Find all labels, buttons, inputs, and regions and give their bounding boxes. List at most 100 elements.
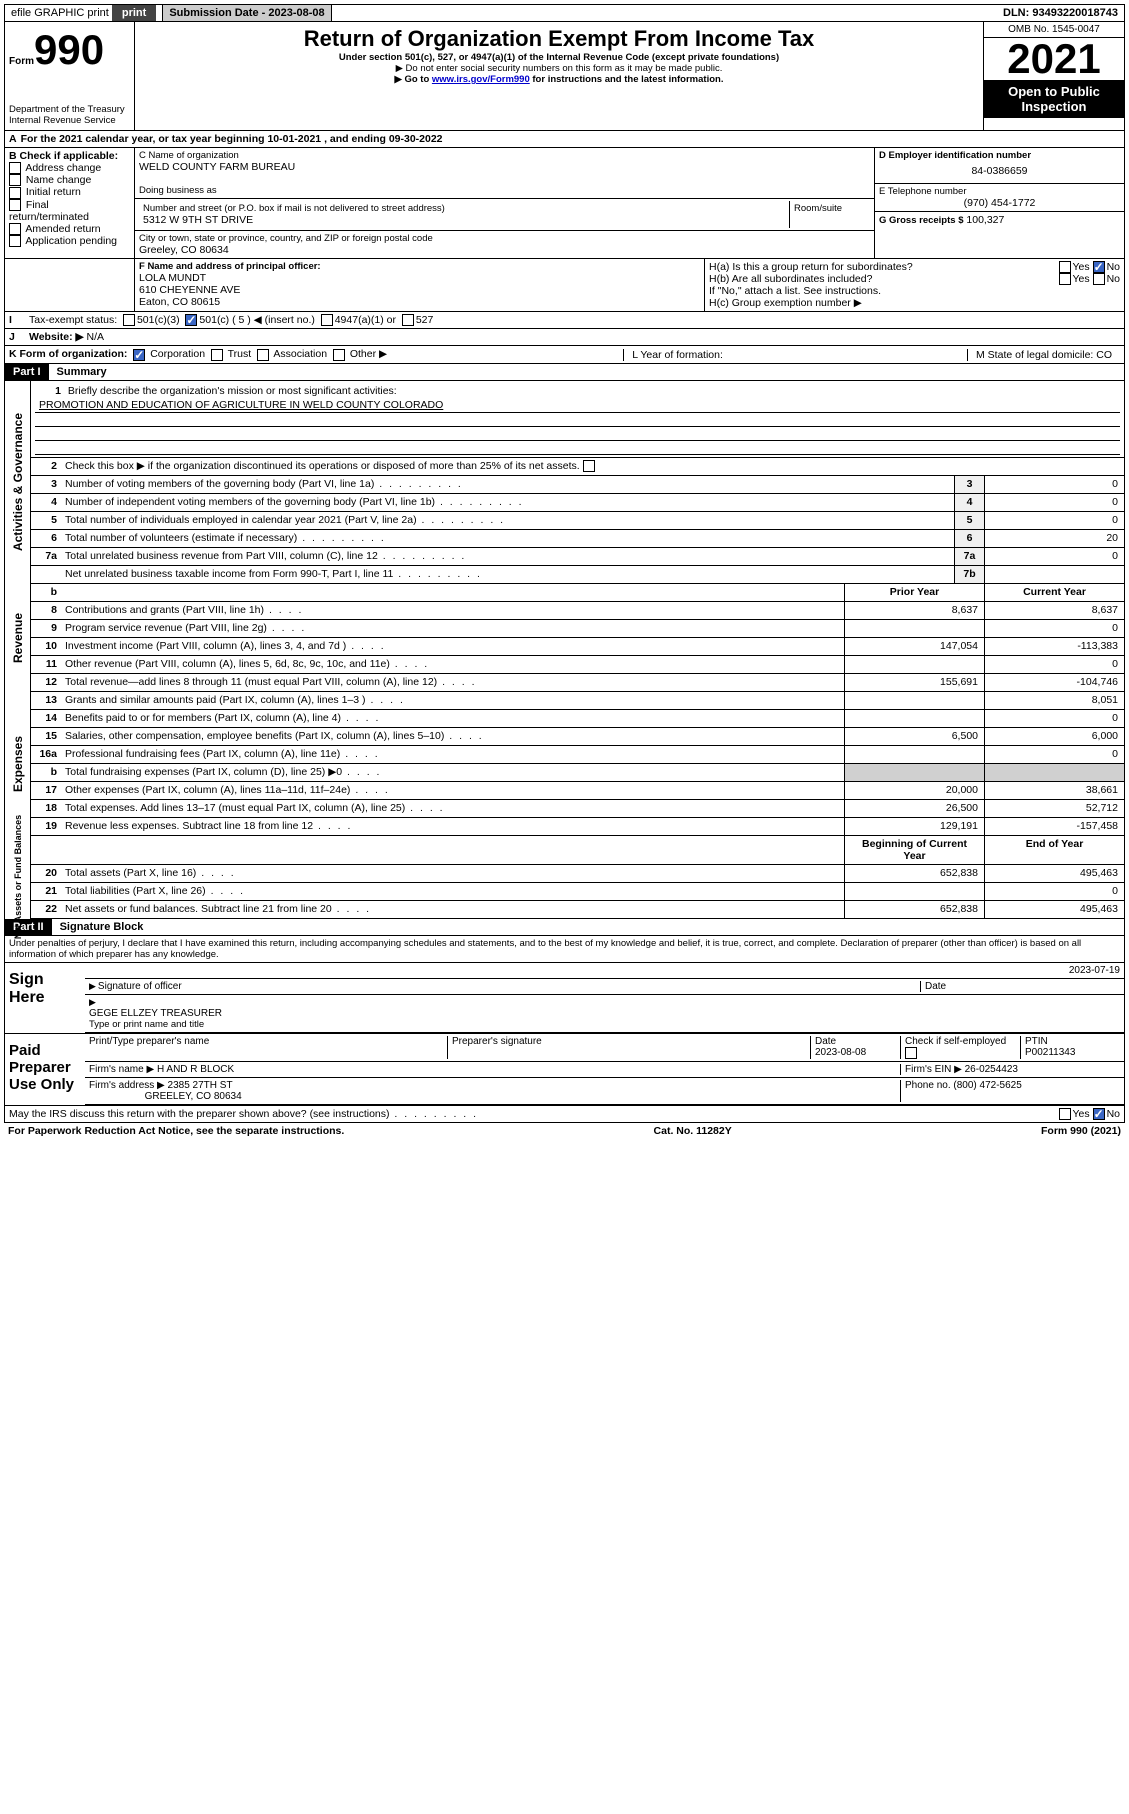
top-bar: efile GRAPHIC print print Submission Dat…	[4, 4, 1125, 22]
ha-answer[interactable]: Yes No	[1059, 261, 1121, 273]
officer-printed-name: GEGE ELLZEY TREASURER	[89, 1008, 1120, 1019]
part1-header: Part I Summary	[4, 364, 1125, 381]
form-number: Form990	[9, 26, 130, 74]
cb-trust[interactable]	[211, 349, 223, 361]
cb-assoc[interactable]	[257, 349, 269, 361]
firm-ein: 26-0254423	[965, 1064, 1018, 1075]
firm-phone: (800) 472-5625	[953, 1080, 1021, 1091]
dln: DLN: 93493220018743	[997, 5, 1124, 21]
box-c: C Name of organization WELD COUNTY FARM …	[135, 148, 874, 258]
officer-group-block: F Name and address of principal officer:…	[4, 259, 1125, 312]
declaration-text: Under penalties of perjury, I declare th…	[4, 936, 1125, 963]
q1-text: Briefly describe the organization's miss…	[68, 385, 397, 397]
ssn-note: ▶ Do not enter social security numbers o…	[141, 63, 977, 74]
prep-date-label: Date	[815, 1036, 836, 1047]
box-b: B Check if applicable: Address change Na…	[5, 148, 135, 258]
org-address: 5312 W 9TH ST DRIVE	[143, 214, 785, 226]
room-label: Room/suite	[790, 201, 870, 228]
cb-4947[interactable]	[321, 314, 333, 326]
section-expenses: Expenses 13Grants and similar amounts pa…	[4, 692, 1125, 836]
cb-527[interactable]	[402, 314, 414, 326]
ptin-value: P00211343	[1025, 1047, 1075, 1058]
may-irs-label: May the IRS discuss this return with the…	[9, 1108, 390, 1120]
website-value: N/A	[86, 331, 104, 343]
preparer-block: Paid Preparer Use Only Print/Type prepar…	[4, 1034, 1125, 1106]
addr-label: Number and street (or P.O. box if mail i…	[143, 203, 785, 214]
box-d-e-g: D Employer identification number 84-0386…	[874, 148, 1124, 258]
table-row: 7aTotal unrelated business revenue from …	[31, 548, 1125, 566]
may-irs-answer[interactable]: Yes No	[1059, 1108, 1121, 1120]
sig-officer-label: Signature of officer	[98, 981, 182, 992]
hc-label: H(c) Group exemption number ▶	[709, 297, 1120, 309]
section-net-assets: Net Assets or Fund Balances Beginning of…	[4, 836, 1125, 919]
print-button[interactable]: print	[112, 5, 156, 21]
prep-self-employed[interactable]: Check if self-employed	[900, 1036, 1020, 1059]
table-row: 10Investment income (Part VIII, column (…	[31, 638, 1125, 656]
prep-name-label: Print/Type preparer's name	[89, 1036, 447, 1059]
officer-name: LOLA MUNDT	[139, 272, 700, 284]
table-row: 9Program service revenue (Part VIII, lin…	[31, 620, 1125, 638]
cb-501c[interactable]	[185, 314, 197, 326]
tax-status-label: Tax-exempt status:	[29, 314, 117, 326]
opt-final-return[interactable]: Final return/terminated	[9, 199, 130, 223]
section-governance: Activities & Governance 1 Briefly descri…	[4, 381, 1125, 584]
form-subtitle: Under section 501(c), 527, or 4947(a)(1)…	[141, 52, 977, 63]
row-j: J Website: ▶ N/A	[4, 329, 1125, 346]
opt-amended[interactable]: Amended return	[9, 223, 130, 235]
table-row: 12Total revenue—add lines 8 through 11 (…	[31, 674, 1125, 692]
table-row: 22Net assets or fund balances. Subtract …	[31, 901, 1125, 919]
date-label: Date	[920, 981, 1120, 992]
form-org-label: K Form of organization:	[9, 348, 127, 360]
page-footer: For Paperwork Reduction Act Notice, see …	[4, 1123, 1125, 1139]
part2-title: Signature Block	[52, 919, 152, 935]
table-row: 21Total liabilities (Part X, line 26)0	[31, 883, 1125, 901]
gross-value: 100,327	[966, 214, 1004, 226]
part1-badge: Part I	[5, 364, 49, 380]
irs-link[interactable]: www.irs.gov/Form990	[432, 74, 530, 85]
table-row: 3Number of voting members of the governi…	[31, 476, 1125, 494]
cb-501c3[interactable]	[123, 314, 135, 326]
box-b-label: B Check if applicable:	[9, 150, 130, 162]
signature-block: Sign Here 2023-07-19 Signature of office…	[4, 963, 1125, 1034]
table-row: 20Total assets (Part X, line 16)652,8384…	[31, 865, 1125, 883]
opt-app-pending[interactable]: Application pending	[9, 235, 130, 247]
state-domicile: M State of legal domicile: CO	[967, 349, 1120, 361]
cb-corp[interactable]	[133, 349, 145, 361]
section-revenue: Revenue b Prior Year Current Year 8Contr…	[4, 584, 1125, 692]
table-row: 6Total number of volunteers (estimate if…	[31, 530, 1125, 548]
opt-address-change[interactable]: Address change	[9, 162, 130, 174]
table-row: 11Other revenue (Part VIII, column (A), …	[31, 656, 1125, 674]
mission-text: PROMOTION AND EDUCATION OF AGRICULTURE I…	[35, 399, 1120, 413]
row-k: K Form of organization: Corporation Trus…	[4, 346, 1125, 363]
ein-label: D Employer identification number	[879, 150, 1120, 161]
ein-value: 84-0386659	[879, 161, 1120, 181]
opt-initial-return[interactable]: Initial return	[9, 186, 130, 198]
side-rev: Revenue	[11, 613, 25, 663]
hdr-end-year: End of Year	[984, 836, 1124, 864]
hdr-prior-year: Prior Year	[844, 584, 984, 601]
form-header: Form990 Department of the Treasury Inter…	[4, 22, 1125, 131]
form-title: Return of Organization Exempt From Incom…	[141, 26, 977, 52]
phone-value: (970) 454-1772	[879, 197, 1120, 209]
table-row: bTotal fundraising expenses (Part IX, co…	[31, 764, 1125, 782]
footer-mid: Cat. No. 11282Y	[654, 1125, 732, 1137]
firm-phone-label: Phone no.	[905, 1080, 951, 1091]
cb-other[interactable]	[333, 349, 345, 361]
city-label: City or town, state or province, country…	[139, 233, 870, 244]
side-gov: Activities & Governance	[11, 413, 25, 551]
prep-sig-label: Preparer's signature	[447, 1036, 810, 1059]
opt-name-change[interactable]: Name change	[9, 174, 130, 186]
officer-type-label: Type or print name and title	[89, 1019, 1120, 1030]
table-row: 17Other expenses (Part IX, column (A), l…	[31, 782, 1125, 800]
org-name: WELD COUNTY FARM BUREAU	[139, 161, 870, 173]
submission-date: Submission Date - 2023-08-08	[163, 5, 331, 21]
hdr-beg-year: Beginning of Current Year	[844, 836, 984, 864]
hb-answer[interactable]: Yes No	[1059, 273, 1121, 285]
firm-name-label: Firm's name ▶	[89, 1064, 154, 1075]
ha-label: H(a) Is this a group return for subordin…	[709, 261, 913, 273]
efile-cell: efile GRAPHIC print print	[5, 5, 163, 21]
row-a: AFor the 2021 calendar year, or tax year…	[4, 131, 1125, 148]
q2-text: Check this box ▶ if the organization dis…	[61, 458, 1124, 475]
tax-year: 2021	[984, 38, 1124, 80]
cb-discontinued[interactable]	[583, 460, 595, 472]
